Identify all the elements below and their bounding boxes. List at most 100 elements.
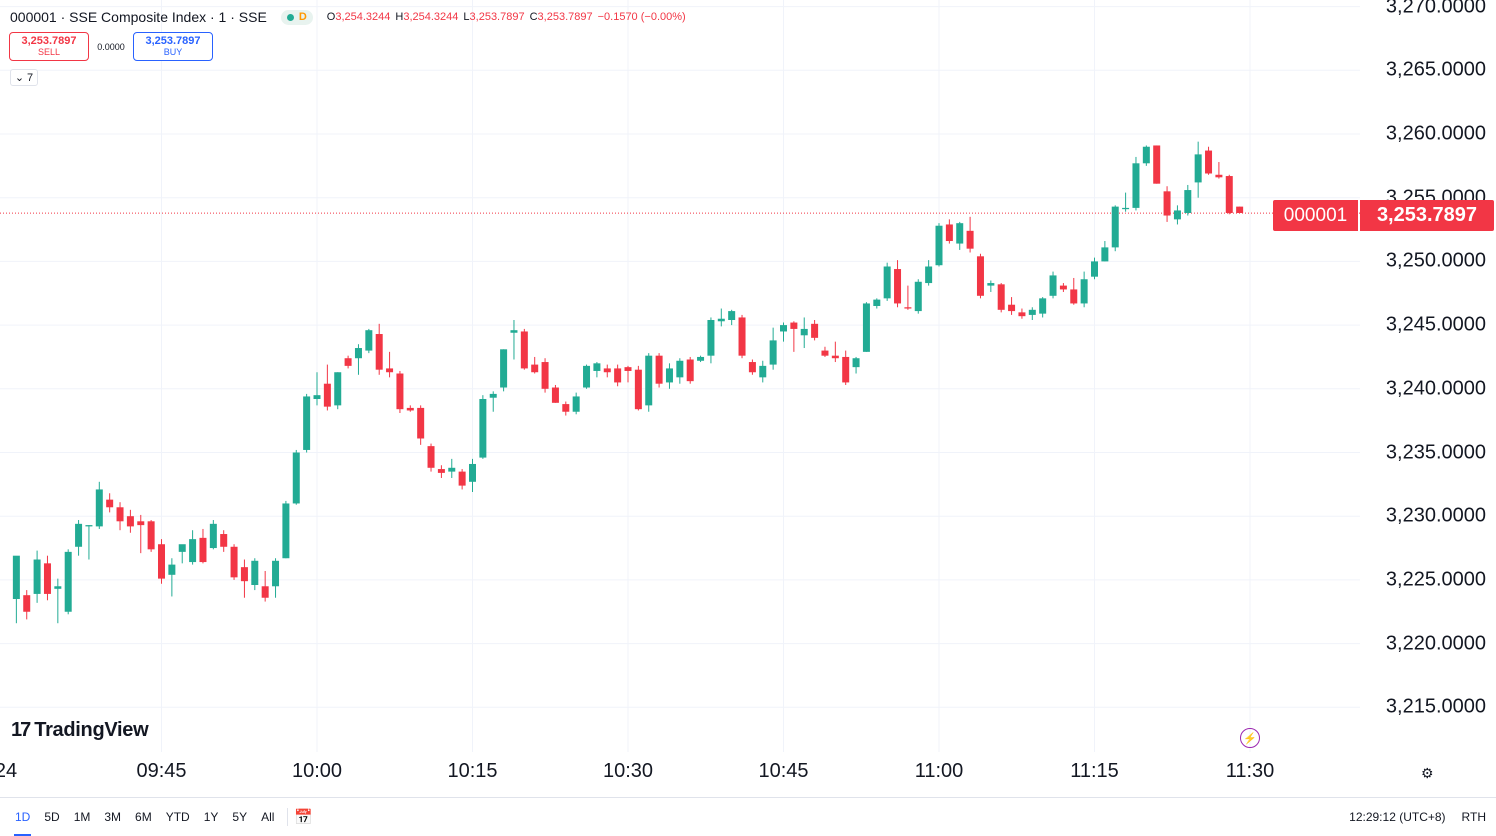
settings-gear-icon[interactable]: ⚙ (1421, 765, 1434, 781)
candle[interactable] (1173, 205, 1181, 225)
candle[interactable] (95, 481, 103, 529)
candle[interactable] (406, 405, 414, 412)
candle[interactable] (1028, 307, 1036, 321)
candle[interactable] (1132, 156, 1140, 211)
candle[interactable] (292, 449, 300, 505)
candle[interactable] (220, 530, 228, 552)
candle[interactable] (624, 365, 632, 383)
range-button-5d[interactable]: 5D (44, 809, 60, 824)
candle[interactable] (800, 317, 808, 349)
candle[interactable] (147, 520, 155, 552)
market-status-badge[interactable]: D (280, 9, 313, 25)
candle[interactable] (614, 364, 622, 387)
candle[interactable] (1236, 206, 1244, 213)
candle[interactable] (1184, 184, 1192, 216)
candle[interactable] (1194, 141, 1202, 198)
candle[interactable] (479, 395, 487, 459)
candle[interactable] (75, 520, 83, 556)
candle[interactable] (106, 493, 114, 513)
candle[interactable] (54, 578, 62, 624)
candle[interactable] (634, 365, 642, 411)
candle[interactable] (199, 528, 207, 564)
candle[interactable] (1080, 271, 1088, 308)
candle[interactable] (1215, 162, 1223, 179)
candle[interactable] (23, 590, 31, 620)
candle[interactable] (1018, 308, 1026, 319)
candle[interactable] (1111, 205, 1119, 252)
calendar-goto-icon[interactable]: 📅 (294, 808, 314, 826)
candle[interactable] (437, 465, 445, 478)
candle[interactable] (251, 558, 259, 591)
candle[interactable] (1153, 145, 1161, 184)
candle[interactable] (189, 530, 197, 565)
candle[interactable] (842, 350, 850, 385)
candle[interactable] (945, 219, 953, 244)
candle[interactable] (852, 356, 860, 374)
clock-timezone[interactable]: 12:29:12 (UTC+8) (1349, 809, 1446, 824)
candle[interactable] (914, 279, 922, 314)
candle[interactable] (1142, 145, 1150, 166)
candle[interactable] (831, 341, 839, 363)
candle[interactable] (935, 223, 943, 267)
indicators-toggle-button[interactable]: ⌄ 7 (10, 69, 38, 86)
candle[interactable] (126, 509, 134, 533)
range-button-ytd[interactable]: YTD (165, 809, 190, 824)
candle[interactable] (1059, 283, 1067, 292)
candle[interactable] (728, 309, 736, 326)
range-button-6m[interactable]: 6M (135, 809, 152, 824)
candle[interactable] (956, 221, 964, 250)
candle[interactable] (386, 351, 394, 378)
tradingview-logo[interactable]: 17 TradingView (11, 719, 149, 742)
candle[interactable] (1122, 192, 1130, 212)
candle[interactable] (365, 328, 373, 354)
candle[interactable] (748, 359, 756, 375)
candle[interactable] (1091, 257, 1098, 280)
session-toggle[interactable]: RTH (1461, 809, 1486, 824)
candle[interactable] (1101, 241, 1109, 262)
candle[interactable] (717, 308, 725, 327)
candle[interactable] (417, 405, 425, 445)
candle[interactable] (738, 314, 746, 359)
candle[interactable] (282, 500, 290, 559)
candle[interactable] (500, 349, 508, 392)
candle[interactable] (925, 260, 933, 286)
candle[interactable] (1049, 271, 1057, 299)
candle[interactable] (448, 458, 456, 478)
candle[interactable] (790, 321, 798, 352)
candle[interactable] (1163, 186, 1171, 222)
candle[interactable] (655, 353, 663, 388)
candle[interactable] (987, 280, 995, 292)
candle[interactable] (323, 364, 331, 411)
candle[interactable] (904, 285, 912, 310)
candle[interactable] (344, 355, 352, 369)
candle[interactable] (240, 559, 248, 598)
candle[interactable] (158, 539, 165, 584)
candle[interactable] (334, 372, 342, 410)
range-button-1m[interactable]: 1M (73, 809, 91, 824)
range-button-1y[interactable]: 1Y (203, 809, 219, 824)
candle[interactable] (759, 360, 767, 383)
candle[interactable] (427, 443, 435, 472)
symbol-title[interactable]: 000001 · SSE Composite Index · 1 · SSE (10, 9, 267, 25)
candle[interactable] (966, 216, 974, 253)
candle[interactable] (303, 393, 311, 453)
candle[interactable] (1039, 297, 1047, 318)
candle[interactable] (997, 283, 1005, 313)
candle[interactable] (676, 358, 684, 384)
candle[interactable] (707, 317, 715, 364)
candle[interactable] (375, 323, 383, 375)
candle[interactable] (520, 328, 528, 370)
candle[interactable] (572, 392, 580, 415)
candle[interactable] (43, 555, 51, 601)
candle[interactable] (593, 362, 601, 378)
candle[interactable] (458, 469, 466, 490)
candle[interactable] (85, 525, 93, 560)
candle[interactable] (811, 320, 819, 341)
candle[interactable] (665, 363, 673, 389)
candle[interactable] (489, 391, 497, 412)
candle[interactable] (686, 356, 694, 384)
candle[interactable] (697, 355, 705, 363)
candle[interactable] (894, 260, 902, 308)
range-button-5y[interactable]: 5Y (232, 809, 248, 824)
candle[interactable] (396, 370, 404, 414)
